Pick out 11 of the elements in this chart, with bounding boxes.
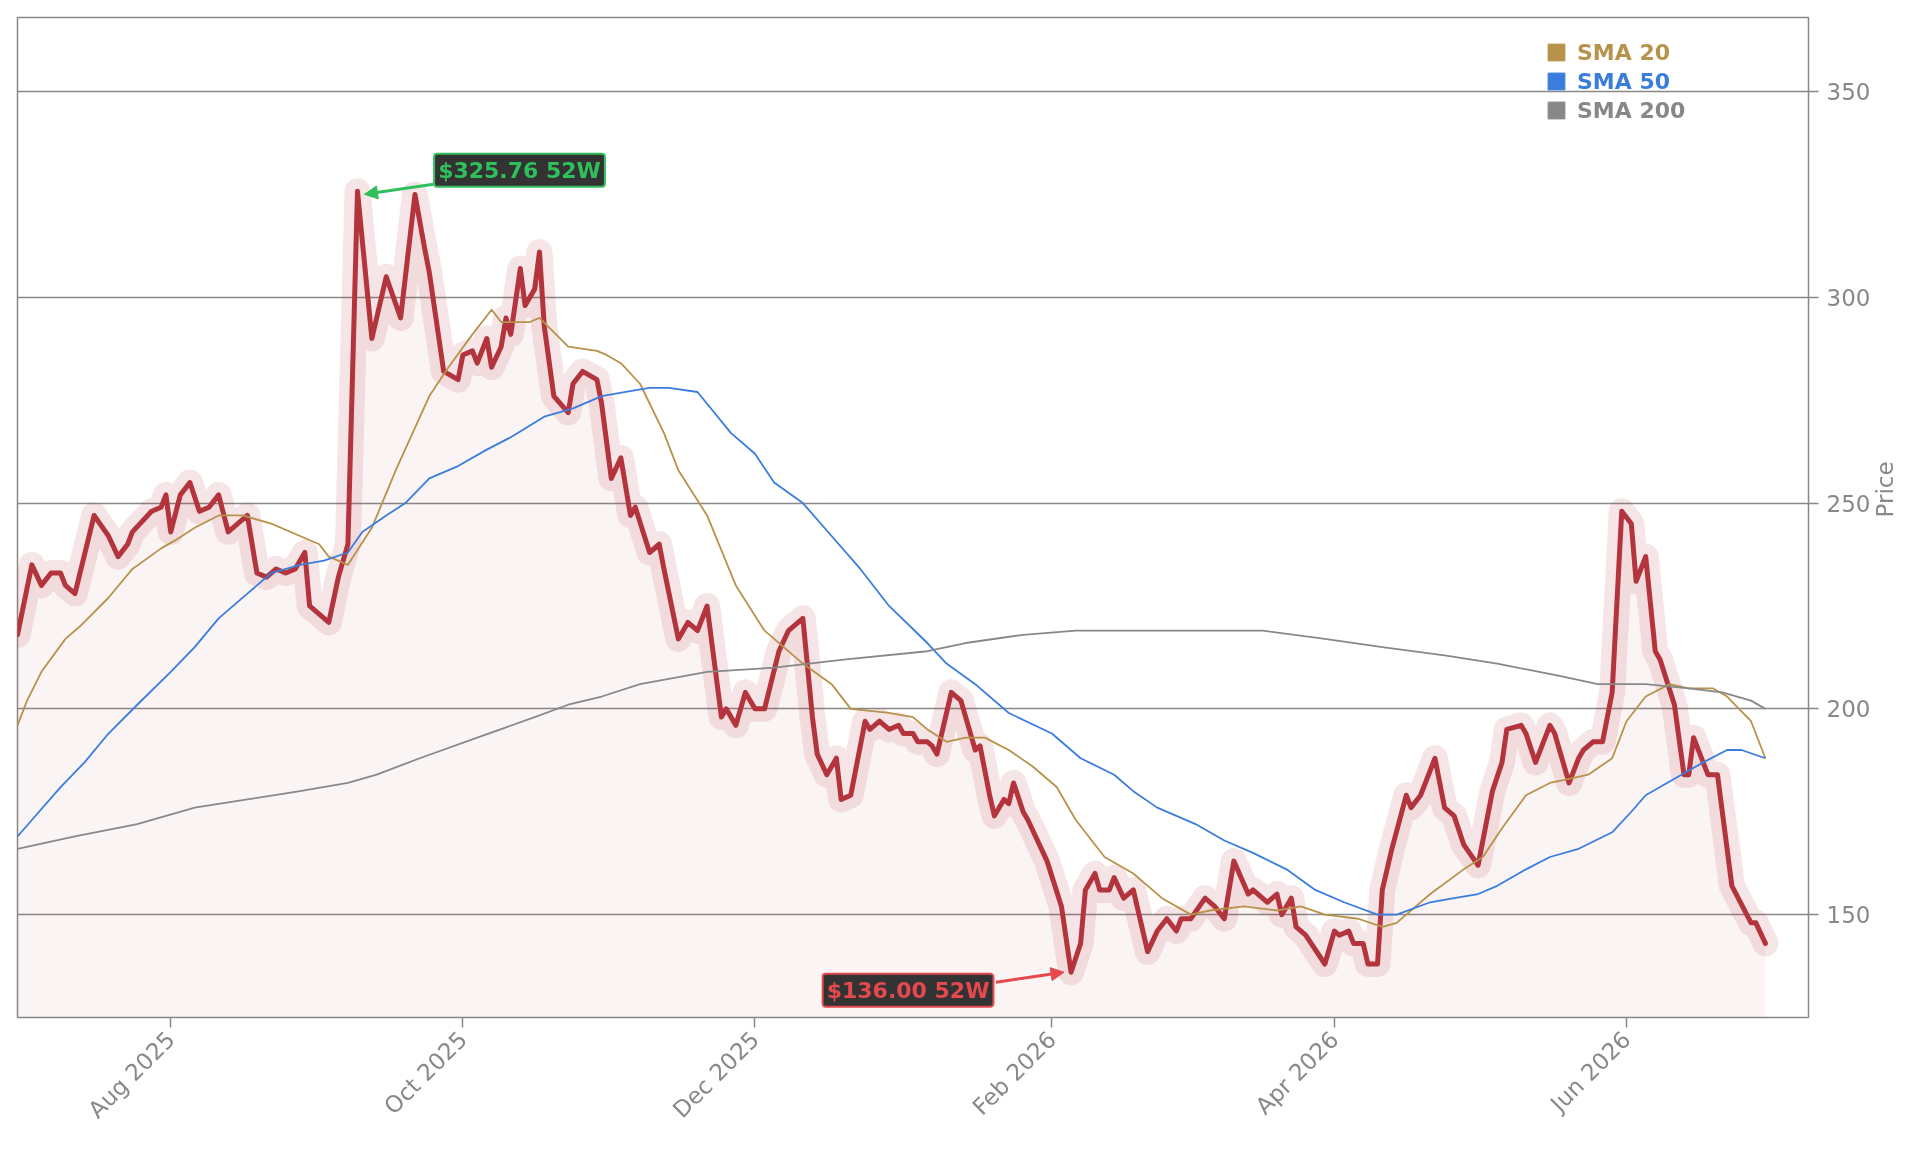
legend-label: SMA 50 xyxy=(1577,68,1671,94)
annotation: $325.76 52W xyxy=(438,157,601,183)
y-tick-label: 300 xyxy=(1826,284,1871,311)
legend-label: SMA 200 xyxy=(1577,97,1686,123)
y-tick-label: 150 xyxy=(1826,902,1871,929)
y-tick-label: 250 xyxy=(1826,490,1871,517)
annotation: $136.00 52W xyxy=(826,977,990,1003)
y-axis-title: Price xyxy=(1872,461,1899,518)
legend-label: SMA 20 xyxy=(1577,39,1671,65)
y-tick-label: 350 xyxy=(1826,79,1871,106)
y-tick-label: 200 xyxy=(1826,696,1871,723)
